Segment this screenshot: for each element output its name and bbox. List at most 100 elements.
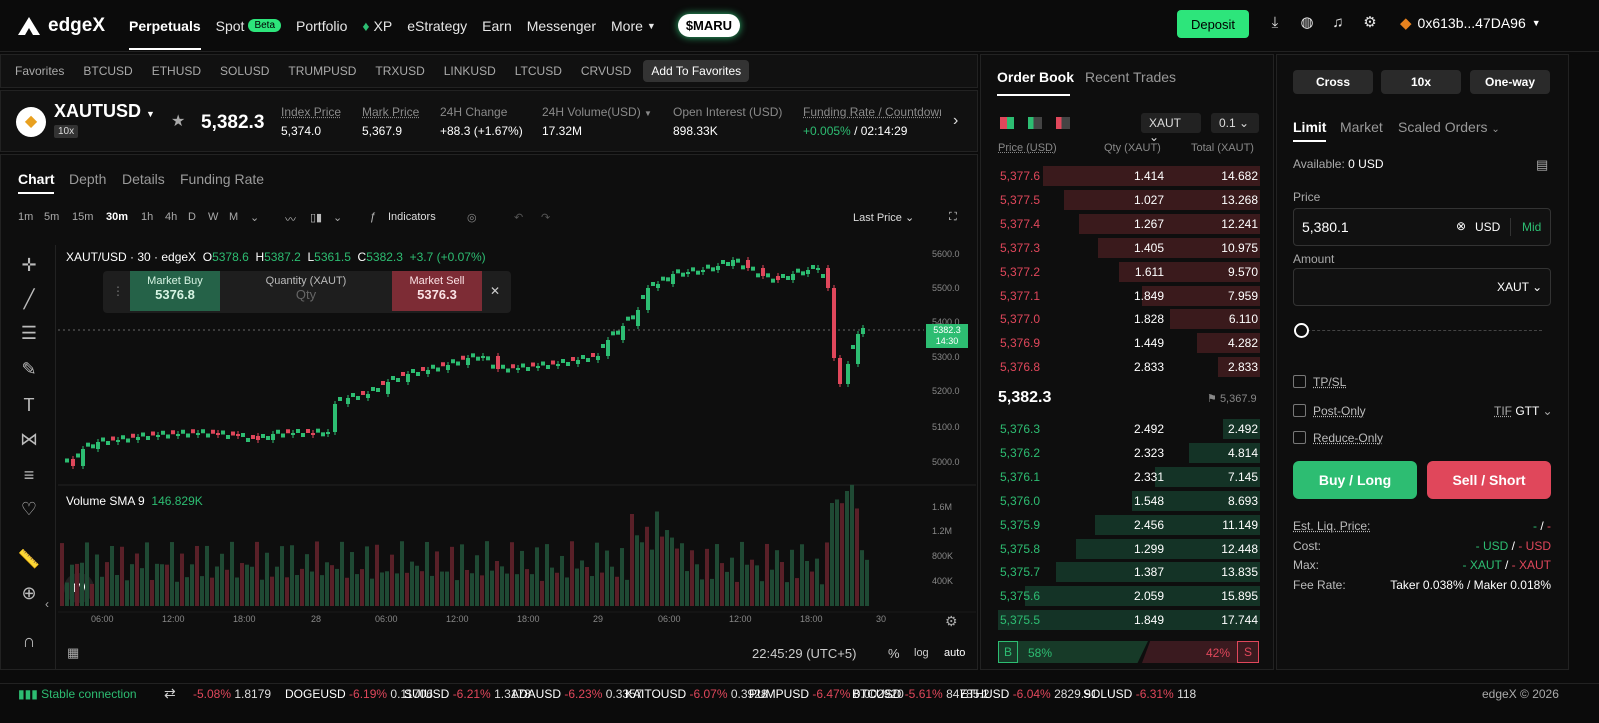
fav-trxusd[interactable]: TRXUSD (375, 64, 425, 78)
crosshair-icon[interactable]: ✛ (21, 255, 37, 275)
tab-recent-trades[interactable]: Recent Trades (1085, 69, 1177, 85)
reduce-only-checkbox[interactable] (1293, 431, 1306, 444)
tab-scaled-orders[interactable]: Scaled Orders ⌄ (1398, 119, 1500, 135)
sell-short-button[interactable]: Sell / Short (1427, 461, 1551, 499)
view-asks-icon[interactable] (1056, 117, 1070, 129)
bid-row[interactable]: 5,376.0 1.548 8.693 (998, 490, 1260, 512)
chart-settings-icon[interactable]: ⚙ (945, 613, 958, 629)
bid-row[interactable]: 5,375.8 1.299 12.448 (998, 538, 1260, 560)
buy-long-button[interactable]: Buy / Long (1293, 461, 1417, 499)
price-chart[interactable]: 5600.0 5500.0 5400.0 5300.0 5200.0 5100.0 5000… (58, 244, 976, 668)
fav-btcusd[interactable]: BTCUSD (83, 64, 133, 78)
log-toggle[interactable]: log (914, 647, 929, 659)
price-input-value[interactable]: 5,380.1 (1302, 219, 1349, 235)
ask-row[interactable]: 5,377.1 1.849 7.959 (998, 285, 1260, 307)
magnet-icon[interactable]: ∩ (22, 631, 36, 651)
auto-toggle[interactable]: auto (944, 647, 966, 659)
maru-promo-button[interactable]: $MARU (677, 14, 741, 37)
status-ticker[interactable]: DOGEUSD -6.19% 0.11706 (285, 687, 433, 701)
star-icon[interactable]: ★ (171, 113, 186, 130)
status-ticker[interactable]: SUIUSD -6.21% 1.3178 (404, 687, 531, 701)
clear-price-icon[interactable]: ⊗ (1456, 219, 1467, 233)
fav-trumpusd[interactable]: TRUMPUSD (288, 64, 357, 78)
fav-solusd[interactable]: SOLUSD (220, 64, 270, 78)
nav-perpetuals[interactable]: Perpetuals (129, 18, 201, 50)
download-icon[interactable]: ⤓ (1271, 14, 1279, 31)
status-ticker[interactable]: -5.08% 1.8179 (193, 687, 271, 701)
volume-24h-label[interactable]: 24H Volume(USD) ▼ (542, 105, 652, 119)
price-input[interactable] (1293, 208, 1551, 246)
swap-icon[interactable]: ⇄ (164, 685, 176, 701)
mid-price-button[interactable]: Mid (1522, 220, 1542, 234)
settings-icon[interactable]: ◎ (467, 212, 477, 224)
ask-row[interactable]: 5,377.4 1.267 12.241 (998, 213, 1260, 235)
undo-icon[interactable]: ↶ (514, 212, 524, 224)
tif-select[interactable]: TIF GTT ⌄ (1494, 404, 1553, 418)
fav-ethusd[interactable]: ETHUSD (151, 64, 202, 78)
amount-slider-handle[interactable] (1294, 323, 1309, 338)
symbol-selector[interactable]: XAUTUSD ▼ (54, 101, 155, 122)
symbol-unit-select[interactable]: XAUT ⌄ (1141, 113, 1201, 144)
nav-portfolio[interactable]: Portfolio (296, 18, 347, 34)
close-icon[interactable]: ✕ (490, 284, 501, 298)
timeframe-1m[interactable]: 1m (18, 211, 34, 223)
pattern-icon[interactable]: ⋈ (20, 429, 38, 449)
timeframe-15m[interactable]: 15m (72, 211, 94, 223)
bid-row[interactable]: 5,375.6 2.059 15.895 (998, 585, 1260, 607)
bid-row[interactable]: 5,376.1 2.331 7.145 (998, 466, 1260, 488)
wallet-button[interactable]: ◆ 0x613b...47DA96 ▼ (1400, 14, 1541, 32)
leverage-button[interactable]: 10x (1381, 70, 1461, 94)
nav-spot[interactable]: Spot Beta (216, 18, 282, 34)
post-only-checkbox[interactable] (1293, 404, 1306, 417)
bid-row[interactable]: 5,375.5 1.849 17.744 (998, 609, 1260, 631)
timeframe-30m[interactable]: 30m (106, 211, 129, 223)
brand-logo[interactable]: edgeX (16, 15, 105, 37)
fav-crvusd[interactable]: CRVUSD (580, 64, 632, 78)
fav-ltcusd[interactable]: LTCUSD (514, 64, 562, 78)
market-buy-button[interactable]: Market Buy 5376.8 (130, 271, 220, 311)
deposit-button[interactable]: Deposit (1177, 10, 1249, 38)
calculator-icon[interactable]: ▤ (1536, 157, 1549, 172)
zoom-in-icon[interactable]: ⊕ (21, 583, 37, 603)
globe-icon[interactable]: ◍ (1300, 14, 1314, 31)
timeframe-m[interactable]: M (229, 211, 239, 223)
market-sell-button[interactable]: Market Sell 5376.3 (392, 271, 482, 311)
bell-icon[interactable]: ♫ (1332, 14, 1344, 31)
nav-estrategy[interactable]: eStrategy (407, 18, 467, 34)
ask-row[interactable]: 5,377.3 1.405 10.975 (998, 237, 1260, 259)
ask-row[interactable]: 5,377.0 1.828 6.110 (998, 308, 1260, 330)
timeframe-d[interactable]: D (188, 211, 196, 223)
gear-icon[interactable]: ⚙ (1363, 14, 1377, 31)
ask-row[interactable]: 5,376.8 2.833 2.833 (998, 356, 1260, 378)
fib-icon[interactable]: ≡ (23, 465, 35, 485)
ruler-icon[interactable]: 📏 (17, 549, 41, 569)
fav-linkusd[interactable]: LINKUSD (443, 64, 496, 78)
nav-earn[interactable]: Earn (482, 18, 512, 34)
ask-row[interactable]: 5,377.5 1.027 13.268 (998, 189, 1260, 211)
horizontal-lines-icon[interactable]: ☰ (20, 323, 38, 343)
line-chart-icon[interactable]: 〰 (285, 214, 296, 226)
view-bids-icon[interactable] (1028, 117, 1042, 129)
bid-row[interactable]: 5,375.9 2.456 11.149 (998, 514, 1260, 536)
status-ticker[interactable]: PUMPUSD -6.47% 0.002920 (749, 687, 904, 701)
status-ticker[interactable]: KAITOUSD -6.07% 0.3928 (625, 687, 768, 701)
ask-row[interactable]: 5,377.2 1.611 9.570 (998, 261, 1260, 283)
percent-toggle[interactable]: % (888, 646, 900, 661)
tab-chart[interactable]: Chart (18, 171, 55, 187)
amount-input[interactable] (1293, 268, 1551, 306)
chevron-down-icon[interactable]: ⌄ (250, 212, 260, 224)
fullscreen-icon[interactable]: ⛶ (949, 211, 957, 223)
tab-market[interactable]: Market (1340, 119, 1383, 135)
tab-details[interactable]: Details (122, 171, 165, 187)
status-ticker[interactable]: ETHUSD -6.04% 2829.91 (960, 687, 1097, 701)
nav-xp[interactable]: ♦ XP (362, 18, 392, 34)
margin-mode-button[interactable]: Cross (1293, 70, 1373, 94)
status-ticker[interactable]: BTCUSD -5.61% 84785.2 (852, 687, 989, 701)
timeframe-w[interactable]: W (208, 211, 219, 223)
candlestick-icon[interactable]: ▯▮ (310, 212, 323, 224)
brush-icon[interactable]: ✎ (21, 359, 37, 379)
amount-slider-track[interactable] (1302, 330, 1542, 331)
quantity-input[interactable]: Quantity (XAUT) Qty (222, 275, 390, 302)
timeframe-1h[interactable]: 1h (141, 211, 154, 223)
nav-messenger[interactable]: Messenger (527, 18, 596, 34)
